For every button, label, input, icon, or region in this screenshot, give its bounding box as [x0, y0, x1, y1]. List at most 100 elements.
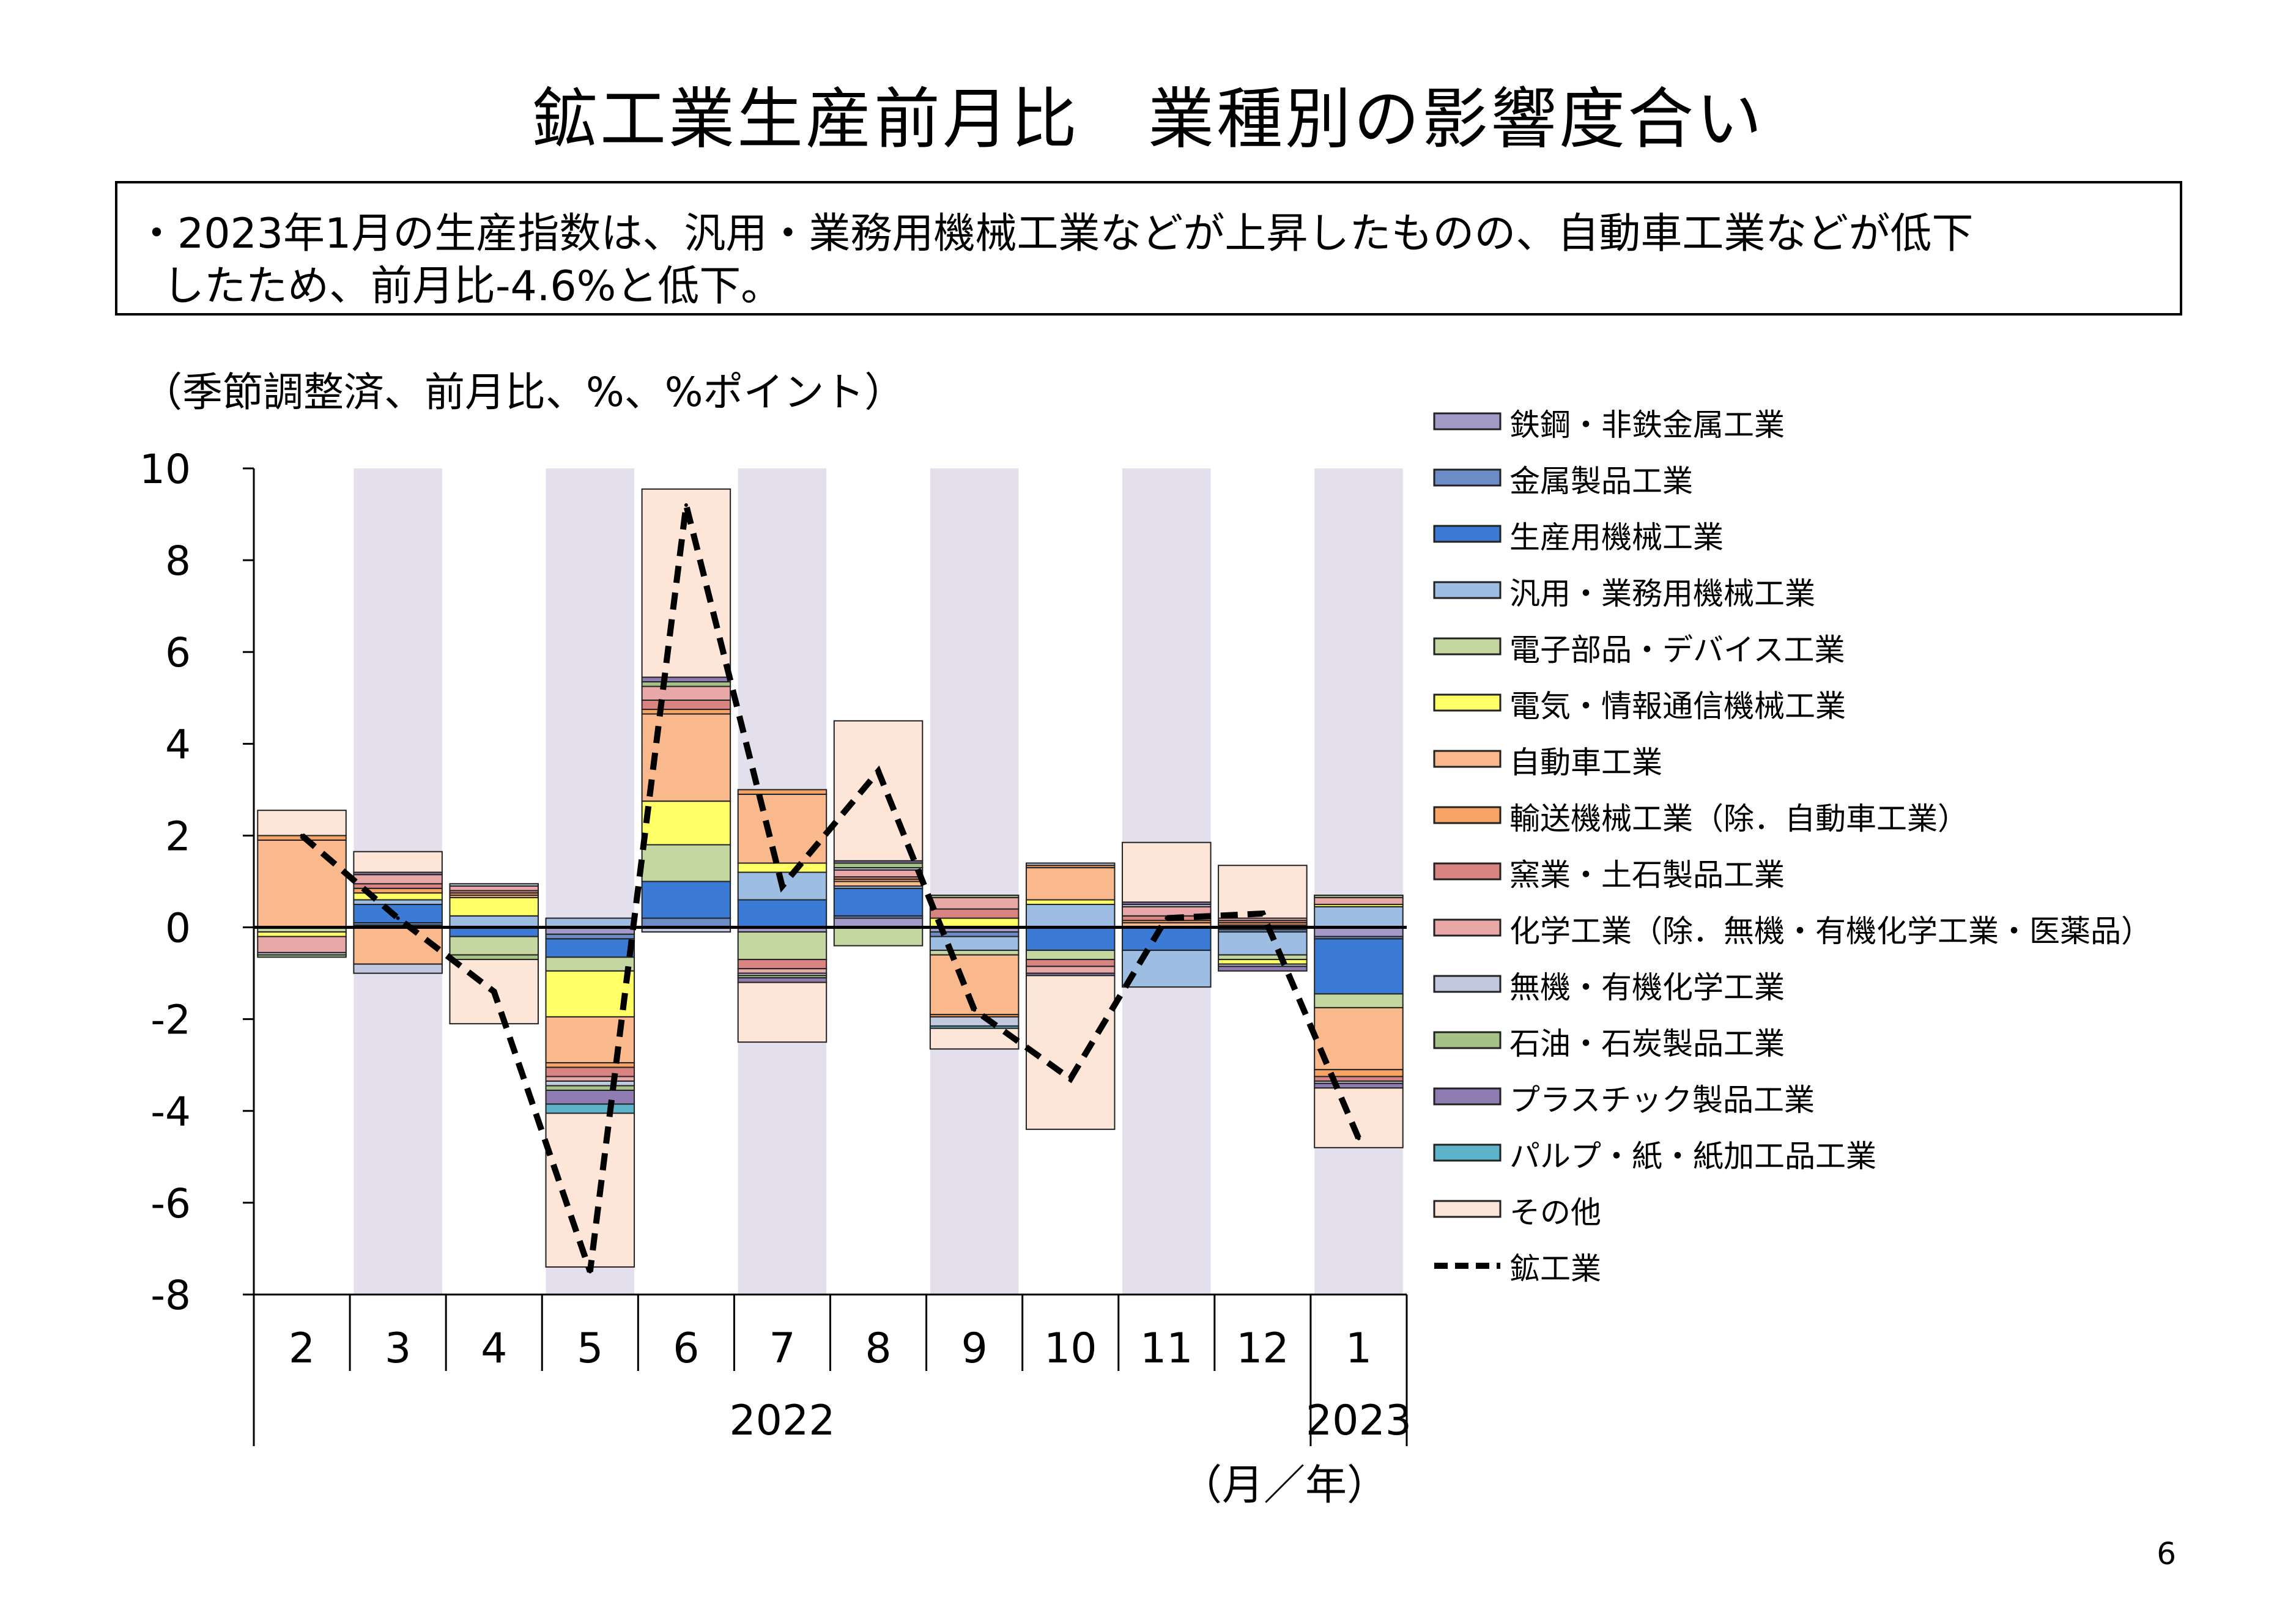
total-line — [300, 503, 1362, 1274]
legend-label: 鉄鋼・非鉄金属工業 — [1509, 407, 1785, 443]
total-line-point — [876, 769, 881, 774]
y-tick-label: 4 — [165, 721, 191, 768]
bar-segment — [1218, 959, 1308, 965]
legend-label: 鉱工業 — [1509, 1251, 1601, 1287]
legend-label: パルプ・紙・紙加工品工業 — [1509, 1139, 1876, 1174]
total-line-point — [1165, 916, 1169, 920]
legend-label: 窯業・土石製品工業 — [1509, 857, 1785, 893]
month-label: 6 — [673, 1324, 699, 1373]
page-number: 6 — [2157, 1536, 2176, 1572]
bar-segment — [1314, 895, 1404, 898]
bar-segment — [353, 963, 443, 974]
legend-swatch — [1433, 1031, 1502, 1049]
bar-segment — [449, 915, 539, 928]
bar-segment — [737, 981, 828, 1043]
total-line-point — [780, 884, 784, 888]
total-line-point — [588, 1269, 592, 1274]
legend-label: 輸送機械工業（除．自動車工業） — [1509, 801, 1968, 837]
bar-segment — [1025, 904, 1116, 928]
legend-swatch — [1433, 581, 1502, 599]
bar-segment — [257, 810, 347, 837]
y-tick-label: -6 — [150, 1180, 191, 1227]
bar-segment — [641, 681, 731, 687]
bar-segment — [929, 936, 1020, 951]
legend-swatch — [1433, 975, 1502, 993]
summary-box: ・2023年1月の生産指数は、汎用・業務用機械工業などが上昇したものの、自動車工… — [115, 181, 2182, 316]
bar-segment — [737, 977, 828, 983]
legend-label: 自動車工業 — [1509, 745, 1662, 780]
y-tick-label: 10 — [139, 446, 191, 493]
total-line-point — [972, 1008, 977, 1012]
bar-segment — [737, 931, 828, 961]
month-label: 3 — [385, 1324, 411, 1373]
bar-segment — [1314, 1076, 1404, 1082]
bar-segment — [1218, 954, 1308, 961]
legend-label: 生産用機械工業 — [1509, 520, 1724, 555]
bar-segment — [1025, 866, 1116, 901]
bar-segment — [257, 839, 347, 928]
bar-segment — [1314, 1007, 1404, 1071]
legend-swatch — [1433, 1143, 1502, 1162]
month-label: 11 — [1140, 1324, 1193, 1373]
shaded-column — [930, 468, 1019, 1295]
bar-segment — [1122, 841, 1212, 903]
chart-labels: 10 8 6 4 2 0 -2 -4 -6 -8 2 3 4 5 6 7 8 9 10 11 12 1 2022 2023 （季… — [139, 369, 1412, 1510]
bar-segment — [641, 700, 731, 711]
bar-segment — [257, 931, 347, 937]
bar-segment — [641, 800, 731, 846]
bar-segment — [545, 1062, 635, 1068]
bar-segment — [545, 933, 635, 940]
bar-segment — [449, 896, 539, 917]
bar-segment — [641, 709, 731, 715]
bar-segment — [545, 970, 635, 1018]
y-tick-label: 2 — [165, 813, 191, 860]
bar-segment — [641, 881, 731, 919]
y-tick-label: 0 — [165, 905, 191, 952]
bar-segment — [1025, 862, 1116, 866]
bar-segment — [641, 685, 731, 701]
bar-segment — [641, 676, 731, 683]
summary-text-line-1: ・2023年1月の生産指数は、汎用・業務用機械工業などが上昇したものの、自動車工… — [136, 210, 1974, 258]
total-line-point — [1261, 912, 1265, 916]
y-tick-label: 8 — [165, 537, 191, 585]
bar-segment — [1314, 896, 1404, 906]
bar-segment — [737, 862, 828, 873]
legend-swatch — [1433, 1200, 1502, 1218]
legend-label: 電気・情報通信機械工業 — [1509, 689, 1846, 724]
legend-swatch — [1433, 468, 1502, 487]
bar-segment — [1314, 906, 1404, 928]
bar-segment — [545, 1112, 635, 1268]
bar-segment — [449, 936, 539, 956]
chart-axes — [243, 467, 1408, 1446]
y-tick-label: -4 — [150, 1088, 191, 1136]
month-label: 12 — [1236, 1324, 1289, 1373]
bar-segment — [545, 938, 635, 958]
legend-label: プラスチック製品工業 — [1509, 1082, 1815, 1118]
month-label: 9 — [961, 1324, 987, 1373]
bar-segment — [929, 896, 1020, 910]
legend-swatch — [1433, 693, 1502, 712]
bar-segment — [1314, 993, 1404, 1008]
legend-swatch — [1433, 637, 1502, 656]
total-line-point — [492, 989, 496, 994]
legend-swatch — [1433, 525, 1502, 543]
month-label: 7 — [769, 1324, 795, 1373]
legend-label: 化学工業（除．無機・有機化学工業・医薬品） — [1509, 914, 2152, 949]
bar-segment — [929, 1027, 1020, 1050]
bar-segment — [1122, 926, 1212, 951]
year-label: 2022 — [729, 1397, 835, 1445]
bar-segment — [1122, 950, 1212, 988]
bar-segment — [353, 926, 443, 965]
bar-segment — [545, 1090, 635, 1105]
shaded-column — [1314, 468, 1403, 1295]
bar-segment — [1025, 975, 1116, 1130]
y-tick-label: -2 — [150, 997, 191, 1044]
bar-segment — [353, 904, 443, 924]
bar-segment — [929, 895, 1020, 898]
bar-segment — [1025, 899, 1116, 906]
legend-swatch — [1433, 412, 1502, 430]
summary-text-line-2: したため、前月比-4.6%と低下。 — [163, 262, 783, 311]
bar-segment — [641, 844, 731, 882]
bar-segment — [353, 851, 443, 873]
